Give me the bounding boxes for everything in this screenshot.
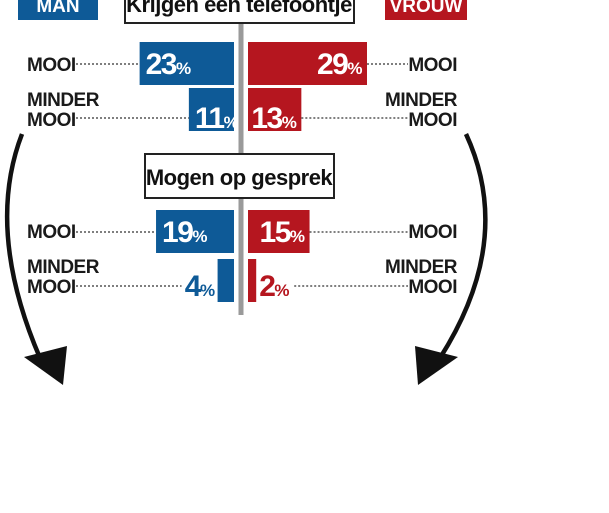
row-label-right: MINDER (385, 90, 458, 111)
arrow-right (438, 133, 488, 360)
svg-text:Krijgen een telefoontje: Krijgen een telefoontje (126, 0, 352, 17)
svg-text:Mogen op gesprek: Mogen op gesprek (146, 165, 334, 190)
row-label-right: MINDER (385, 257, 458, 278)
legend-vrouw-swatch (385, 0, 467, 20)
legend-vrouw-label: VROUW (390, 0, 463, 17)
row-label-left: MOOI (27, 277, 76, 298)
row-label-right: MOOI (408, 222, 457, 243)
bar-vrouw (248, 42, 367, 85)
row-label-left: MOOI (27, 222, 76, 243)
bar-man (188, 88, 234, 131)
arrow-left (4, 133, 43, 359)
row-label-left: MINDER (27, 257, 100, 278)
value-label-man: 4% (185, 270, 215, 303)
bar-vrouw (248, 210, 310, 253)
bar-man (156, 210, 234, 253)
arrow-left-head (24, 346, 67, 385)
arrow-right-head (415, 346, 458, 385)
bars-layer: 23% 29%11% 13%19% 15%4% 2% (76, 42, 408, 303)
row-label-right: MOOI (408, 277, 457, 298)
group-header-1: Krijgen een telefoontje (124, 0, 355, 24)
bar-vrouw (248, 259, 257, 302)
bar-man (139, 42, 234, 85)
bar-vrouw (248, 88, 302, 131)
legend-man-label: MAN (36, 0, 79, 17)
row-label-left: MOOI (27, 55, 76, 76)
value-label-vrouw: 2% (259, 270, 289, 303)
row-label-right: MOOI (408, 110, 457, 131)
value-label-vrouw: 13% (251, 102, 296, 135)
bar-man (217, 259, 234, 302)
row-label-left: MOOI (27, 110, 76, 131)
row-label-right: MOOI (408, 55, 457, 76)
row-label-left: MINDER (27, 90, 100, 111)
group-header-2: Mogen op gesprek (144, 153, 335, 199)
legend-man-swatch (18, 0, 98, 20)
